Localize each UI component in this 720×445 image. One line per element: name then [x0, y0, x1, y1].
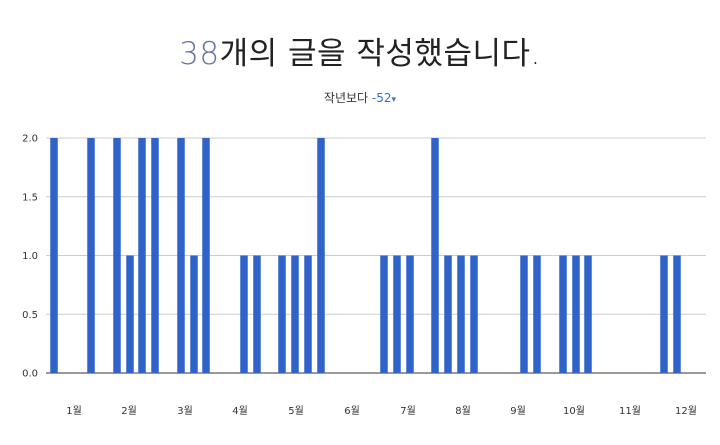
bar [457, 255, 465, 373]
bar [660, 255, 668, 373]
bar [520, 255, 528, 373]
bar [304, 255, 312, 373]
x-tick-label: 5월 [288, 405, 304, 417]
post-count: 38 [179, 36, 220, 72]
bar [177, 138, 185, 373]
chart-bars [50, 138, 681, 373]
x-tick-label: 8월 [455, 405, 471, 417]
bar [559, 255, 567, 373]
bar [584, 255, 592, 373]
bar [202, 138, 210, 373]
bar [406, 255, 414, 373]
bar [431, 138, 439, 373]
down-triangle-icon: ▾ [391, 95, 397, 105]
bar [572, 255, 580, 373]
y-tick-label: 2.0 [22, 134, 38, 145]
y-tick-label: 0.0 [22, 369, 38, 380]
bar [470, 255, 478, 373]
x-tick-label: 10월 [563, 405, 585, 417]
bar [673, 255, 681, 373]
y-axis-ticks: 0.0 0.5 1.0 1.5 2.0 [22, 134, 38, 380]
x-tick-label: 11월 [619, 405, 641, 417]
y-tick-label: 1.0 [22, 251, 38, 262]
bar [278, 255, 286, 373]
bar [393, 255, 401, 373]
x-tick-label: 2월 [121, 405, 137, 417]
x-tick-label: 1월 [66, 405, 82, 417]
bar [50, 138, 58, 373]
compare-label: 작년보다 [323, 91, 369, 105]
bar [253, 255, 261, 373]
headline-text: 개의 글을 작성했습니다. [219, 36, 541, 72]
bar [87, 138, 95, 373]
bar [533, 255, 541, 373]
bar [113, 138, 121, 373]
x-axis-ticks: 1월 2월 3월 4월 5월 6월 7월 8월 9월 10월 11월 12월 [66, 405, 697, 417]
bar [151, 138, 159, 373]
bar [240, 255, 248, 373]
x-tick-label: 12월 [675, 405, 697, 417]
bar [138, 138, 146, 373]
x-tick-label: 7월 [400, 405, 416, 417]
y-tick-label: 1.5 [22, 192, 38, 203]
compare-value: -52 [371, 91, 392, 105]
x-tick-label: 3월 [177, 405, 193, 417]
bar [190, 255, 198, 373]
y-tick-label: 0.5 [22, 310, 38, 321]
post-count-headline: 38개의 글을 작성했습니다. [0, 28, 720, 73]
bar [291, 255, 299, 373]
bar [317, 138, 325, 373]
x-tick-label: 9월 [510, 405, 526, 417]
bar [126, 255, 134, 373]
x-tick-label: 6월 [344, 405, 360, 417]
bar [380, 255, 388, 373]
year-comparison: 작년보다 -52▾ [0, 89, 720, 106]
x-tick-label: 4월 [232, 405, 248, 417]
bar [444, 255, 452, 373]
